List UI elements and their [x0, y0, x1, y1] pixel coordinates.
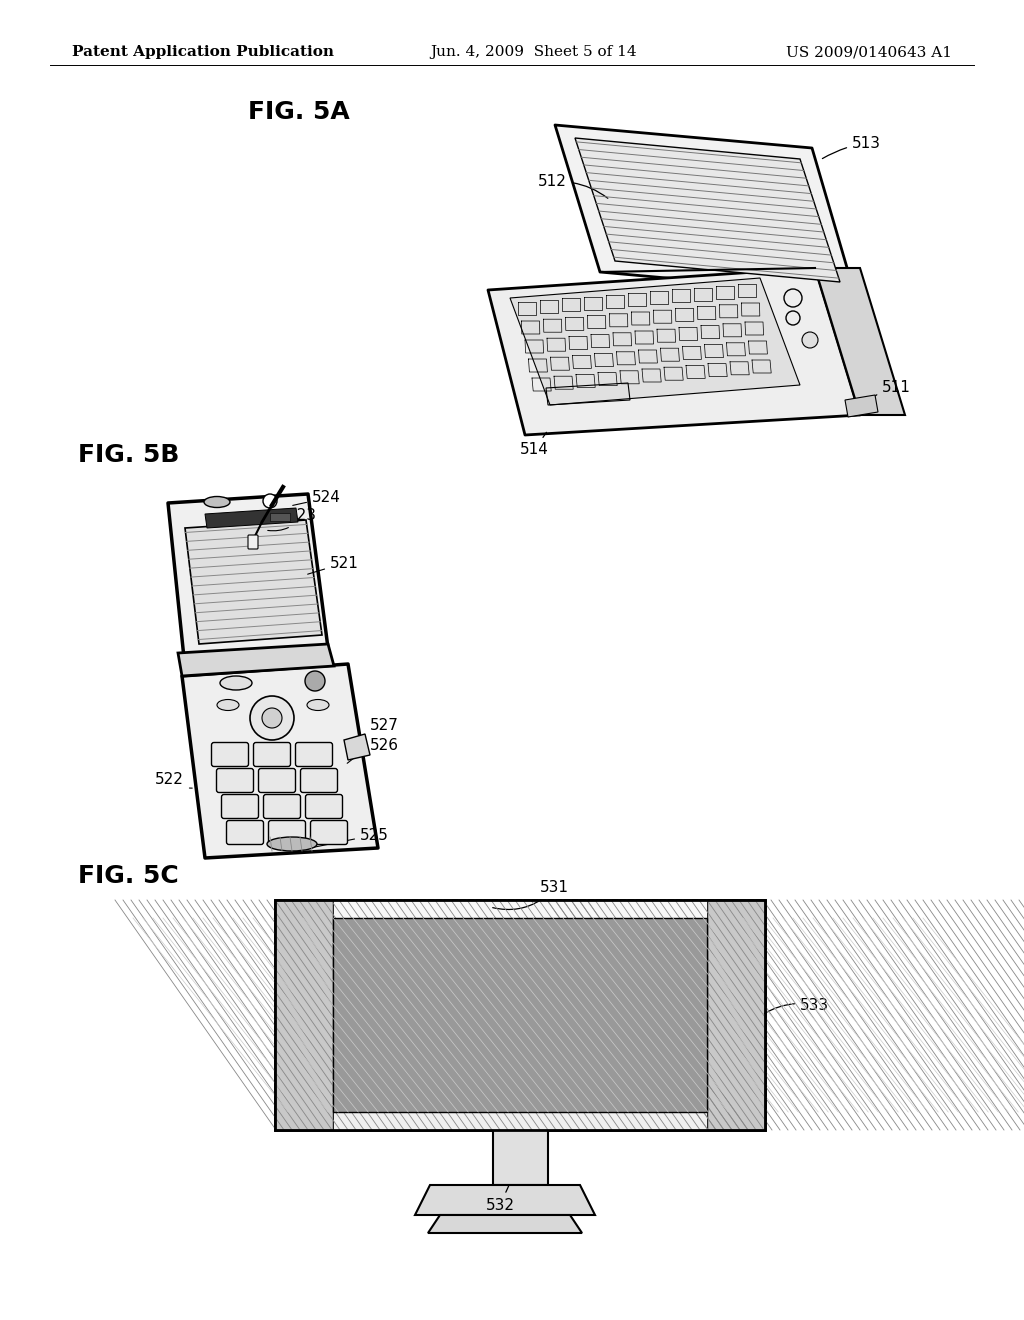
- Bar: [707, 900, 765, 1130]
- Text: 531: 531: [493, 880, 569, 909]
- FancyBboxPatch shape: [226, 821, 263, 845]
- Circle shape: [262, 708, 282, 729]
- FancyBboxPatch shape: [221, 795, 258, 818]
- Circle shape: [263, 494, 278, 508]
- Text: 522: 522: [155, 772, 193, 788]
- Bar: [333, 1111, 707, 1130]
- Polygon shape: [185, 520, 322, 644]
- Circle shape: [250, 696, 294, 741]
- Polygon shape: [182, 664, 378, 858]
- Text: 511: 511: [864, 380, 911, 405]
- FancyBboxPatch shape: [248, 535, 258, 549]
- Bar: [275, 900, 333, 1130]
- Bar: [333, 917, 707, 1111]
- Polygon shape: [415, 1185, 595, 1214]
- Text: 532: 532: [485, 1185, 514, 1213]
- FancyBboxPatch shape: [212, 742, 249, 767]
- Text: 513: 513: [822, 136, 881, 158]
- Polygon shape: [488, 268, 860, 436]
- Text: Jun. 4, 2009  Sheet 5 of 14: Jun. 4, 2009 Sheet 5 of 14: [430, 45, 637, 59]
- Text: 533: 533: [764, 998, 829, 1014]
- Text: 521: 521: [307, 556, 358, 574]
- Polygon shape: [168, 494, 328, 657]
- Text: FIG. 5B: FIG. 5B: [78, 444, 179, 467]
- Text: Patent Application Publication: Patent Application Publication: [72, 45, 334, 59]
- Text: FIG. 5C: FIG. 5C: [78, 865, 179, 888]
- Ellipse shape: [220, 676, 252, 690]
- FancyBboxPatch shape: [216, 768, 254, 792]
- Polygon shape: [428, 1214, 582, 1233]
- Bar: [275, 900, 765, 1130]
- Polygon shape: [845, 395, 878, 417]
- Ellipse shape: [217, 700, 239, 710]
- Ellipse shape: [267, 837, 317, 851]
- Circle shape: [802, 333, 818, 348]
- Polygon shape: [510, 279, 800, 405]
- Bar: [333, 900, 707, 917]
- Polygon shape: [205, 508, 298, 528]
- Bar: [275, 900, 765, 1130]
- FancyBboxPatch shape: [300, 768, 338, 792]
- Text: FIG. 5A: FIG. 5A: [248, 100, 350, 124]
- Text: 527: 527: [370, 718, 399, 734]
- Text: 514: 514: [520, 433, 549, 458]
- Bar: [270, 513, 290, 521]
- Polygon shape: [815, 268, 905, 414]
- Polygon shape: [555, 125, 855, 294]
- Ellipse shape: [307, 700, 329, 710]
- Text: 525: 525: [312, 828, 389, 847]
- FancyBboxPatch shape: [305, 795, 342, 818]
- Polygon shape: [178, 644, 334, 676]
- Circle shape: [305, 671, 325, 690]
- FancyBboxPatch shape: [296, 742, 333, 767]
- Text: 526: 526: [370, 738, 399, 752]
- Polygon shape: [575, 139, 840, 282]
- Text: 523: 523: [267, 508, 317, 531]
- Bar: [493, 1130, 548, 1185]
- Polygon shape: [344, 734, 370, 760]
- FancyBboxPatch shape: [254, 742, 291, 767]
- FancyBboxPatch shape: [258, 768, 296, 792]
- FancyBboxPatch shape: [268, 821, 305, 845]
- Text: 512: 512: [538, 174, 608, 198]
- Ellipse shape: [204, 496, 230, 507]
- FancyBboxPatch shape: [310, 821, 347, 845]
- Text: 524: 524: [293, 491, 341, 506]
- Text: US 2009/0140643 A1: US 2009/0140643 A1: [786, 45, 952, 59]
- FancyBboxPatch shape: [263, 795, 300, 818]
